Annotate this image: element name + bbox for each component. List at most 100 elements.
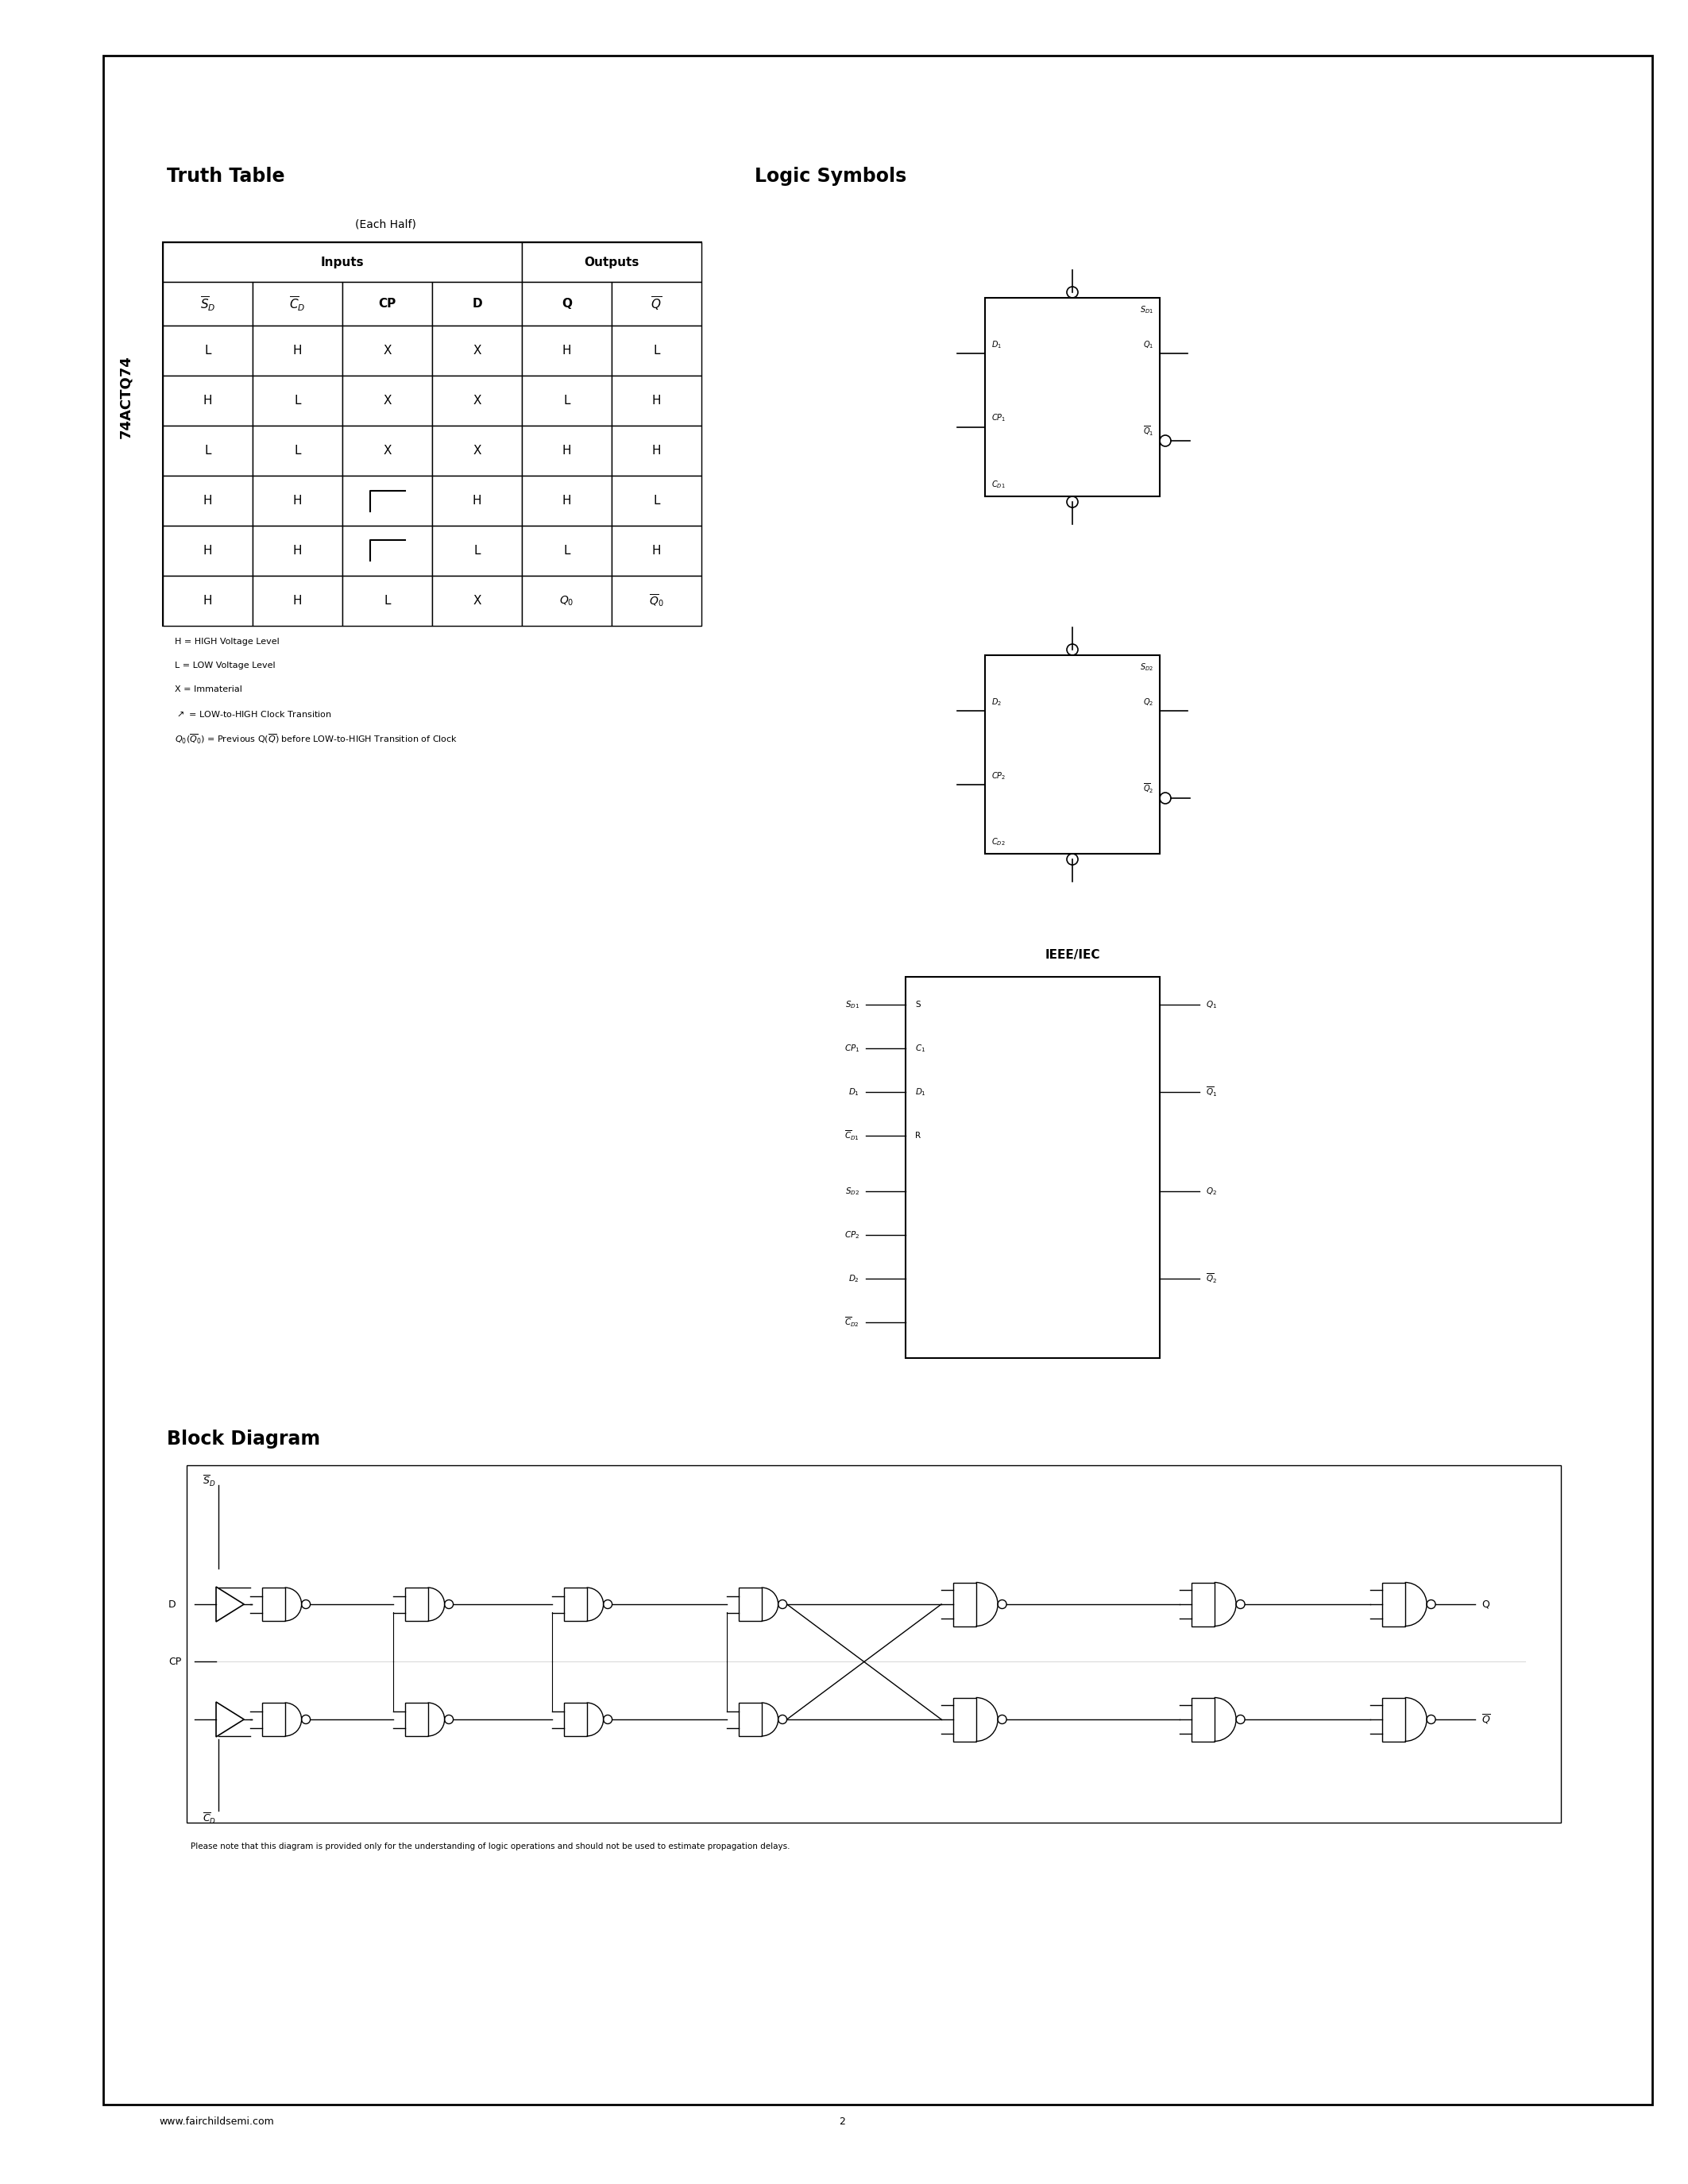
Bar xyxy=(162,476,253,526)
Text: H: H xyxy=(294,594,302,607)
Bar xyxy=(432,476,522,526)
Text: X = Immaterial: X = Immaterial xyxy=(176,686,241,692)
Text: 74ACTQ74: 74ACTQ74 xyxy=(118,356,133,439)
Bar xyxy=(432,426,522,476)
Text: $C_{D1}$: $C_{D1}$ xyxy=(991,478,1006,489)
Text: H: H xyxy=(294,544,302,557)
Bar xyxy=(611,376,702,426)
Text: $\overline{Q}$: $\overline{Q}$ xyxy=(1482,1712,1491,1725)
Text: $\overline{C}_{D1}$: $\overline{C}_{D1}$ xyxy=(844,1129,859,1142)
Text: $\overline{C}_D$: $\overline{C}_D$ xyxy=(203,1811,216,1826)
Text: $D_2$: $D_2$ xyxy=(991,697,1001,708)
Text: X: X xyxy=(383,345,392,356)
Bar xyxy=(162,282,253,325)
Bar xyxy=(522,577,611,627)
Text: X: X xyxy=(473,594,481,607)
Text: $D_1$: $D_1$ xyxy=(991,339,1001,349)
Bar xyxy=(1192,1697,1214,1741)
Bar xyxy=(432,282,522,325)
Text: X: X xyxy=(473,446,481,456)
Text: $S_{D2}$: $S_{D2}$ xyxy=(1139,662,1153,673)
Text: H = HIGH Voltage Level: H = HIGH Voltage Level xyxy=(176,638,280,646)
Text: $\overline{Q}_2$: $\overline{Q}_2$ xyxy=(1205,1271,1217,1284)
Text: L: L xyxy=(564,544,571,557)
Text: $\overline{C}_{D2}$: $\overline{C}_{D2}$ xyxy=(844,1315,859,1328)
Bar xyxy=(253,282,343,325)
Bar xyxy=(343,282,432,325)
Text: $C_{D2}$: $C_{D2}$ xyxy=(991,836,1006,847)
Text: H: H xyxy=(562,345,571,356)
Bar xyxy=(162,242,702,627)
Bar xyxy=(739,1588,761,1621)
Bar xyxy=(611,282,702,325)
Text: $Q_2$: $Q_2$ xyxy=(1205,1186,1217,1197)
Bar xyxy=(343,426,432,476)
Bar xyxy=(611,476,702,526)
Text: H: H xyxy=(562,446,571,456)
Text: $D_1$: $D_1$ xyxy=(915,1085,927,1099)
Bar xyxy=(522,325,611,376)
Bar xyxy=(262,1588,285,1621)
Text: Q: Q xyxy=(562,297,572,310)
Bar xyxy=(253,577,343,627)
Bar xyxy=(262,1704,285,1736)
Bar xyxy=(253,476,343,526)
Bar xyxy=(343,526,432,577)
Bar xyxy=(954,1697,976,1741)
Text: L: L xyxy=(653,496,660,507)
Text: Truth Table: Truth Table xyxy=(167,166,285,186)
Text: H: H xyxy=(203,594,213,607)
Text: L: L xyxy=(204,345,211,356)
Text: $S_{D1}$: $S_{D1}$ xyxy=(846,998,859,1011)
Text: $\overline{Q}$: $\overline{Q}$ xyxy=(652,295,662,312)
Bar xyxy=(611,325,702,376)
Text: L: L xyxy=(383,594,390,607)
Text: $C_1$: $C_1$ xyxy=(915,1042,925,1055)
Text: $Q_1$: $Q_1$ xyxy=(1143,339,1153,349)
Text: H: H xyxy=(652,395,662,406)
Text: Inputs: Inputs xyxy=(321,256,365,269)
Bar xyxy=(253,325,343,376)
Text: H: H xyxy=(652,446,662,456)
Bar xyxy=(405,1704,427,1736)
Bar xyxy=(905,976,1160,1358)
Bar xyxy=(343,577,432,627)
Text: H: H xyxy=(652,544,662,557)
Bar xyxy=(564,1588,587,1621)
Bar xyxy=(343,325,432,376)
Text: $S_{D1}$: $S_{D1}$ xyxy=(1139,304,1153,314)
Text: $CP_2$: $CP_2$ xyxy=(844,1230,859,1241)
Bar xyxy=(522,282,611,325)
Bar xyxy=(611,526,702,577)
Text: $D_2$: $D_2$ xyxy=(849,1273,859,1284)
Text: $\overline{S}_D$: $\overline{S}_D$ xyxy=(203,1474,216,1487)
Bar xyxy=(162,376,253,426)
Bar xyxy=(253,426,343,476)
Bar xyxy=(343,376,432,426)
Bar xyxy=(187,1465,1561,1824)
Bar xyxy=(1192,1583,1214,1627)
Text: X: X xyxy=(473,345,481,356)
Text: L: L xyxy=(204,446,211,456)
Text: $CP_2$: $CP_2$ xyxy=(991,771,1006,782)
Bar xyxy=(253,376,343,426)
Text: (Each Half): (Each Half) xyxy=(354,218,415,229)
Bar xyxy=(986,297,1160,496)
Bar xyxy=(522,242,702,282)
Text: $\overline{C}_D$: $\overline{C}_D$ xyxy=(289,295,306,312)
Text: $\nearrow$ = LOW-to-HIGH Clock Transition: $\nearrow$ = LOW-to-HIGH Clock Transitio… xyxy=(176,710,333,719)
Text: H: H xyxy=(203,395,213,406)
Bar xyxy=(162,426,253,476)
Bar xyxy=(253,526,343,577)
Bar xyxy=(432,577,522,627)
Text: Logic Symbols: Logic Symbols xyxy=(755,166,906,186)
Text: X: X xyxy=(473,395,481,406)
Text: Outputs: Outputs xyxy=(584,256,640,269)
Text: L: L xyxy=(294,446,300,456)
Bar xyxy=(564,1704,587,1736)
Bar xyxy=(522,376,611,426)
Bar xyxy=(611,577,702,627)
Text: $\overline{S}_D$: $\overline{S}_D$ xyxy=(199,295,216,312)
Bar xyxy=(162,526,253,577)
Bar xyxy=(522,526,611,577)
